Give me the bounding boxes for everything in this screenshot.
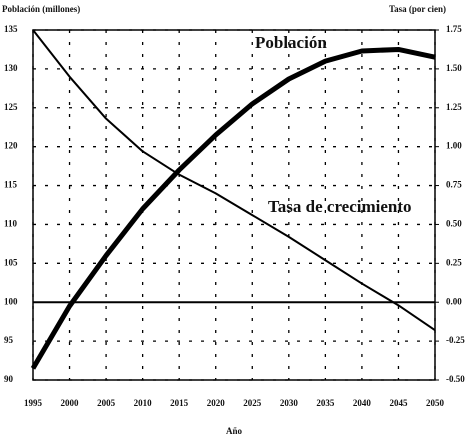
series-label: Tasa de crecimiento bbox=[268, 197, 412, 216]
y2-tick-label: 1.00 bbox=[446, 141, 462, 151]
y-tick-label: 105 bbox=[4, 257, 18, 267]
y2-tick-label: 0.25 bbox=[446, 257, 462, 267]
x-tick-label: 2020 bbox=[207, 398, 226, 408]
y-tick-label: 95 bbox=[4, 335, 14, 345]
x-tick-label: 2005 bbox=[97, 398, 116, 408]
y-axis-title: Población (millones) bbox=[2, 4, 80, 14]
y2-tick-label: 0.00 bbox=[446, 296, 462, 306]
y-tick-label: 135 bbox=[4, 24, 18, 34]
x-tick-label: 2030 bbox=[280, 398, 299, 408]
plot-frame bbox=[32, 29, 436, 381]
y2-tick-label: -0.25 bbox=[446, 335, 465, 345]
y-tick-label: 120 bbox=[4, 141, 18, 151]
y2-tick-label: 0.75 bbox=[446, 180, 462, 190]
y-tick-label: 90 bbox=[4, 374, 14, 384]
x-tick-label: 2010 bbox=[134, 398, 153, 408]
x-tick-label: 2050 bbox=[426, 398, 445, 408]
x-tick-label: 1995 bbox=[24, 398, 43, 408]
line-series bbox=[30, 46, 436, 370]
y2-tick-label: 1.50 bbox=[446, 63, 462, 73]
y2-tick-label: -0.50 bbox=[446, 374, 465, 384]
x-tick-label: 2045 bbox=[389, 398, 408, 408]
x-tick-label: 2025 bbox=[243, 398, 262, 408]
y2-tick-label: 0.50 bbox=[446, 219, 462, 229]
y2-tick-label: 1.75 bbox=[446, 24, 462, 34]
y2-axis-title: Tasa (por cien) bbox=[389, 4, 446, 14]
series-label: Población bbox=[255, 33, 327, 52]
y-tick-label: 125 bbox=[4, 102, 18, 112]
y-tick-label: 115 bbox=[4, 180, 18, 190]
x-tick-label: 2035 bbox=[316, 398, 335, 408]
x-axis-title: Año bbox=[226, 426, 243, 436]
x-tick-label: 2000 bbox=[61, 398, 80, 408]
y-tick-label: 130 bbox=[4, 63, 18, 73]
y-tick-label: 100 bbox=[4, 296, 18, 306]
line-series bbox=[32, 29, 436, 332]
y2-tick-label: 1.25 bbox=[446, 102, 462, 112]
y-tick-label: 110 bbox=[4, 219, 18, 229]
x-tick-label: 2015 bbox=[170, 398, 189, 408]
x-tick-label: 2040 bbox=[353, 398, 372, 408]
